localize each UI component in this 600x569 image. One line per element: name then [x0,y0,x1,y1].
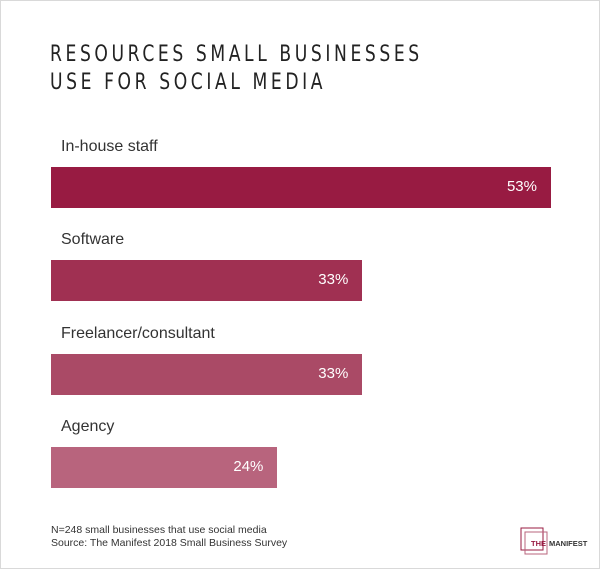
bar [51,167,551,208]
source-note: Source: The Manifest 2018 Small Business… [51,537,288,549]
bar [51,446,278,488]
category-label: Agency [61,417,115,435]
value-label: 24% [233,457,264,475]
value-label: 33% [318,364,349,382]
bar [51,260,363,302]
svg-text:THE: THE [531,539,546,548]
the-manifest-logo: THE MANIFEST [520,527,588,555]
value-label: 53% [506,178,537,195]
category-label: Software [61,231,125,249]
bar [51,353,363,395]
value-label: 33% [318,271,349,289]
svg-text:MANIFEST: MANIFEST [549,539,588,548]
category-label: Freelancer/consultant [61,324,215,342]
category-label: In-house staff [61,138,158,155]
chart-title: RESOURCES SMALL BUSINESSES USE FOR SOCIA… [50,42,423,95]
sample-note: N=248 small businesses that use social m… [51,524,267,536]
